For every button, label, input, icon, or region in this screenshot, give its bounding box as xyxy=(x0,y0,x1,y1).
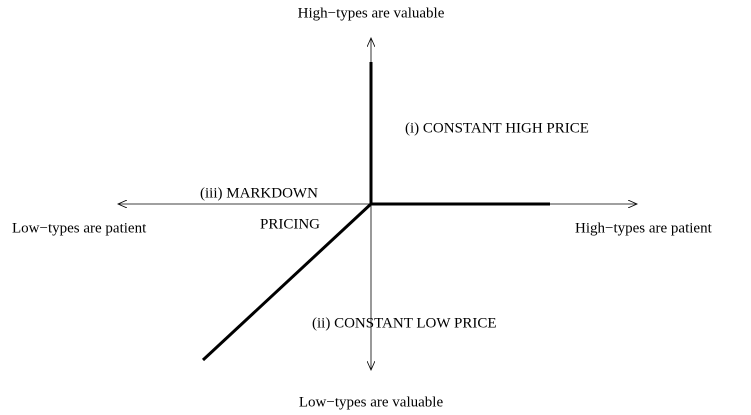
axis-label: Low−types are valuable xyxy=(299,394,444,410)
axis-label: High−types are valuable xyxy=(298,5,445,21)
region-label: (ii) CONSTANT LOW PRICE xyxy=(312,315,497,331)
region-label: (iii) MARKDOWN xyxy=(200,185,318,201)
boundary-diagonal xyxy=(201,201,374,362)
region-label: PRICING xyxy=(260,216,320,232)
axis-label: Low−types are patient xyxy=(12,220,147,236)
region-label: (i) CONSTANT HIGH PRICE xyxy=(405,120,589,136)
axis-label: High−types are patient xyxy=(575,220,713,236)
